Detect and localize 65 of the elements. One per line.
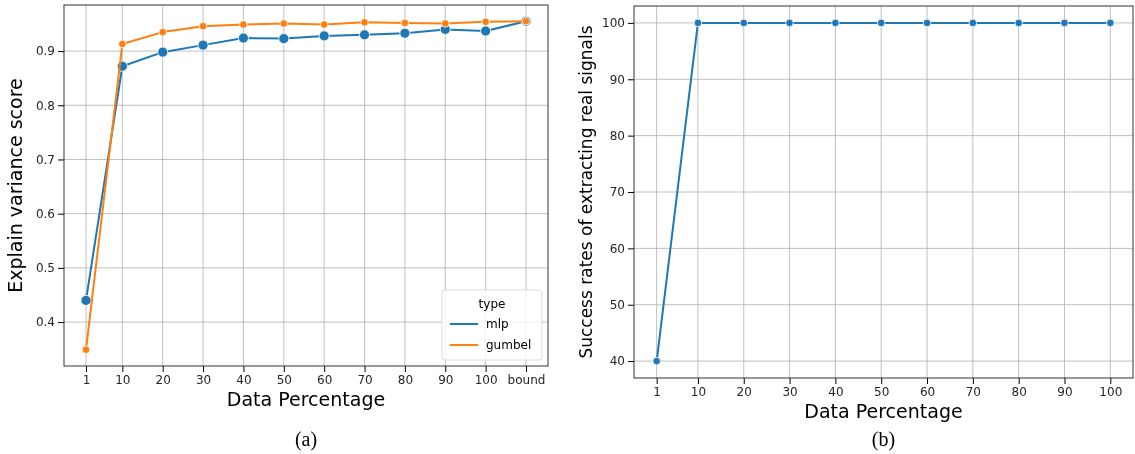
x-tick-label: 60 bbox=[919, 384, 936, 399]
point bbox=[158, 27, 167, 37]
x-tick-label: 20 bbox=[736, 384, 752, 399]
x-tick-label: 10 bbox=[690, 384, 707, 399]
y-tick-label: 70 bbox=[609, 185, 625, 200]
x-tick-label: 30 bbox=[195, 372, 212, 387]
x-tick-label: 90 bbox=[1057, 384, 1073, 399]
point bbox=[480, 25, 492, 37]
point bbox=[197, 39, 209, 51]
point bbox=[237, 32, 249, 44]
x-tick-label: 40 bbox=[828, 384, 844, 399]
x-tick-label: 50 bbox=[276, 372, 292, 387]
x-tick-label: 1 bbox=[82, 372, 91, 387]
y-tick-label: 0.4 bbox=[35, 315, 55, 330]
y-tick-label: 100 bbox=[602, 16, 625, 31]
point bbox=[118, 39, 127, 49]
y-tick-label: 0.5 bbox=[35, 261, 55, 276]
y-tick-label: 60 bbox=[609, 241, 625, 256]
legend-title: type bbox=[478, 297, 506, 311]
text: (a) bbox=[294, 428, 318, 451]
point bbox=[360, 18, 369, 27]
x-tick-label: 70 bbox=[965, 384, 981, 399]
point bbox=[278, 33, 290, 45]
x-tick-label: 100 bbox=[1099, 384, 1123, 399]
x-tick-label: 80 bbox=[397, 372, 414, 387]
x-tick-label: 60 bbox=[317, 372, 333, 387]
y-tick-label: 0.6 bbox=[35, 207, 55, 222]
x-tick-label: 70 bbox=[357, 372, 373, 387]
x-tick-label: 100 bbox=[474, 372, 498, 387]
y-tick-label: 50 bbox=[609, 298, 625, 313]
point bbox=[80, 294, 92, 306]
point bbox=[279, 19, 288, 28]
point bbox=[318, 30, 330, 42]
point bbox=[157, 46, 169, 58]
y-axis-title: Success rates of extracting real signals bbox=[576, 25, 596, 359]
x-tick-label: bound bbox=[507, 372, 546, 387]
x-axis-title: Data Percentage bbox=[804, 400, 963, 422]
y-tick-label: 0.8 bbox=[35, 98, 55, 113]
x-tick-label: 90 bbox=[438, 372, 454, 387]
text: (b) bbox=[871, 428, 896, 451]
x-tick-label: 80 bbox=[1011, 384, 1027, 399]
x-tick-label: 10 bbox=[115, 372, 131, 387]
x-tick-label: 50 bbox=[874, 384, 890, 399]
y-tick-label: 90 bbox=[609, 72, 625, 87]
point bbox=[441, 19, 450, 28]
point bbox=[359, 29, 370, 41]
point bbox=[399, 27, 411, 39]
x-tick-label: 40 bbox=[236, 372, 252, 387]
x-axis-title: Data Percentage bbox=[226, 388, 386, 410]
y-axis-title: Explain variance score bbox=[4, 78, 26, 293]
point bbox=[81, 345, 91, 354]
point bbox=[400, 18, 410, 28]
y-tick-label: 0.7 bbox=[35, 152, 55, 167]
point bbox=[319, 20, 329, 29]
x-tick-label: 30 bbox=[782, 384, 798, 399]
x-tick-label: 20 bbox=[155, 372, 171, 387]
y-tick-label: 0.9 bbox=[35, 44, 55, 59]
y-tick-label: 80 bbox=[609, 128, 625, 143]
legend-label: mlp bbox=[486, 317, 509, 331]
point bbox=[198, 21, 208, 31]
y-tick-label: 40 bbox=[609, 354, 625, 369]
point bbox=[239, 20, 248, 29]
legend-label: gumbel bbox=[486, 338, 532, 352]
x-tick-label: 1 bbox=[653, 384, 661, 399]
point bbox=[481, 17, 490, 26]
